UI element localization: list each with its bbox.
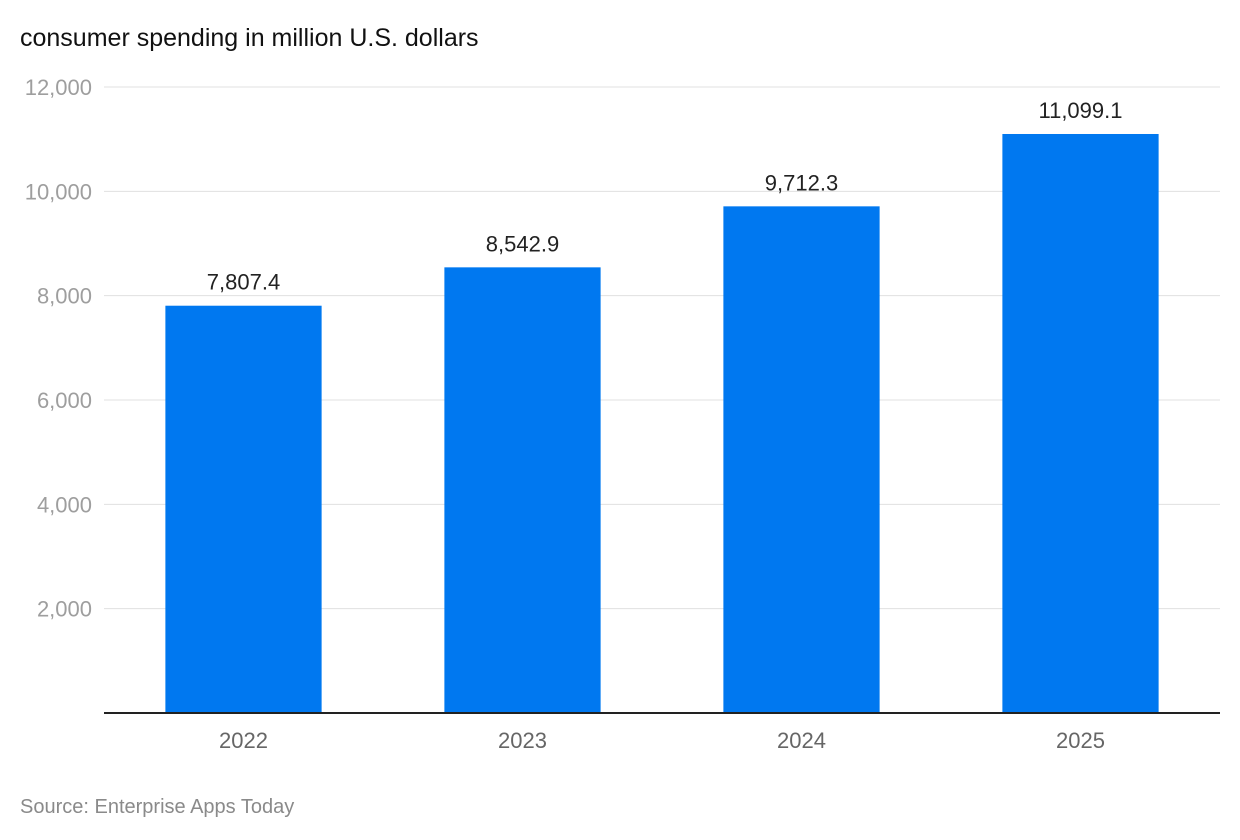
bar-value-labels: 7,807.4 8,542.9 9,712.3 11,099.1: [207, 98, 1123, 295]
bar: [444, 267, 601, 713]
bar-value-label: 7,807.4: [207, 270, 280, 295]
bars: [165, 133, 1159, 714]
y-tick-label: 2,000: [37, 597, 92, 622]
x-tick-label: 2025: [1056, 728, 1105, 753]
y-tick-label: 12,000: [25, 75, 92, 100]
source-note: Source: Enterprise Apps Today: [20, 796, 294, 818]
bar-value-label: 8,542.9: [486, 231, 559, 256]
y-tick-label: 4,000: [37, 492, 92, 517]
y-axis: 2,000 4,000 6,000 8,000 10,000 12,000: [25, 75, 92, 622]
y-tick-label: 10,000: [25, 179, 92, 204]
bar-value-label: 9,712.3: [765, 170, 838, 195]
bar: [723, 206, 880, 714]
chart-title: consumer spending in million U.S. dollar…: [20, 24, 479, 52]
y-tick-label: 6,000: [37, 388, 92, 413]
bar-value-label: 11,099.1: [1038, 98, 1122, 123]
y-tick-label: 8,000: [37, 284, 92, 309]
x-tick-label: 2023: [498, 728, 547, 753]
bar: [1002, 133, 1159, 713]
x-axis: 2022 2023 2024 2025: [219, 728, 1105, 753]
x-tick-label: 2024: [777, 728, 826, 753]
bar: [165, 305, 322, 713]
x-tick-label: 2022: [219, 728, 268, 753]
